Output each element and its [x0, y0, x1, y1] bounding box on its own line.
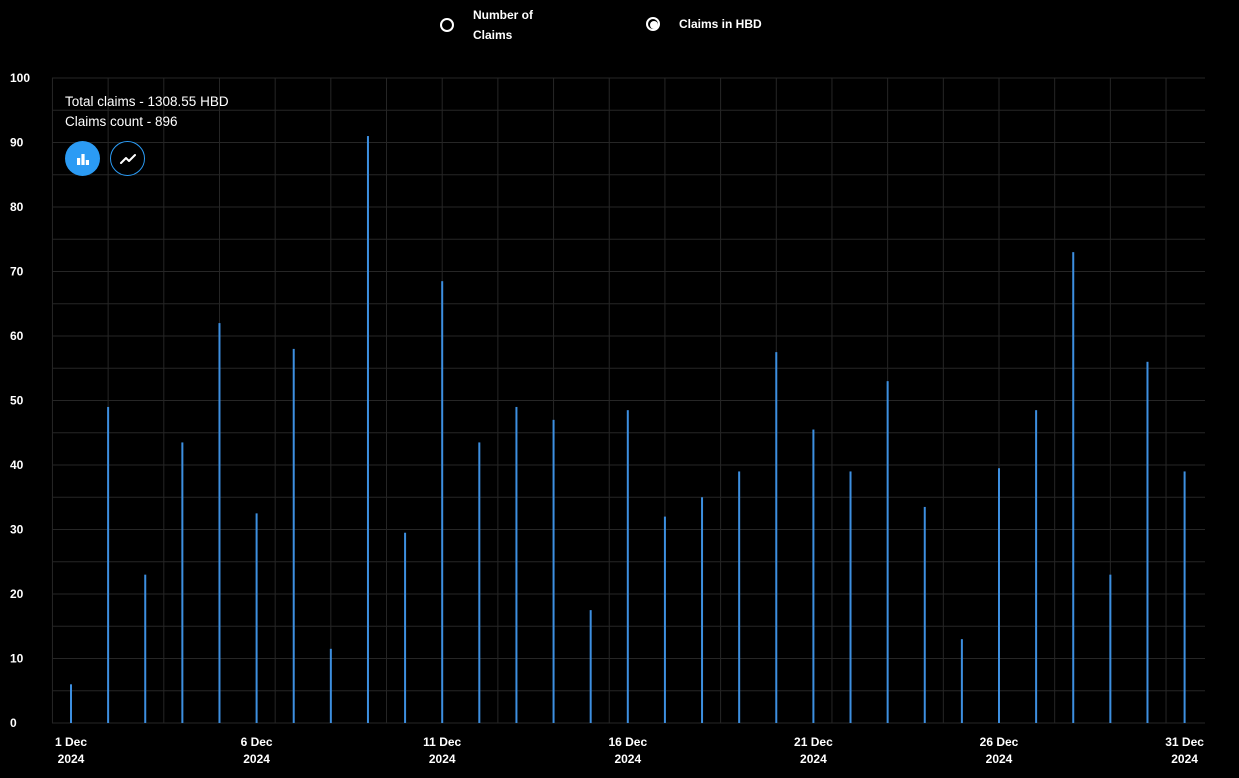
bar-2024-12-30[interactable]	[1146, 361, 1149, 723]
x-tick-label: 1 Dec	[55, 735, 87, 749]
x-tick-year-label: 2024	[243, 752, 270, 766]
bar-2024-12-27[interactable]	[1035, 410, 1038, 723]
bar-2024-12-31[interactable]	[1183, 471, 1186, 723]
x-tick-label: 16 Dec	[608, 735, 647, 749]
x-tick-year-label: 2024	[986, 752, 1013, 766]
y-tick-label: 0	[10, 716, 17, 730]
y-tick-label: 50	[10, 394, 24, 408]
bar-chart-view-button[interactable]	[65, 141, 100, 176]
bar-2024-12-11[interactable]	[441, 281, 444, 723]
x-tick-year-label: 2024	[614, 752, 641, 766]
bar-2024-12-19[interactable]	[738, 471, 741, 723]
metric-toggle: Number of Claims Claims in HBD	[0, 0, 1239, 50]
number-of-claims-radio[interactable]	[440, 18, 454, 32]
bar-2024-12-18[interactable]	[701, 497, 704, 723]
number-of-claims-option[interactable]: Number of Claims	[440, 5, 553, 45]
bar-2024-12-24[interactable]	[923, 506, 926, 723]
bar-2024-12-28[interactable]	[1072, 252, 1075, 723]
bar-2024-12-21[interactable]	[812, 429, 815, 723]
bar-2024-12-12[interactable]	[478, 442, 481, 723]
bar-2024-12-06[interactable]	[255, 513, 258, 723]
bar-2024-12-16[interactable]	[626, 410, 629, 723]
y-tick-label: 30	[10, 523, 24, 537]
line-chart-view-button[interactable]	[110, 141, 145, 176]
x-tick-label: 31 Dec	[1165, 735, 1204, 749]
chart-bars	[70, 136, 1186, 724]
x-tick-year-label: 2024	[800, 752, 827, 766]
bar-2024-12-17[interactable]	[663, 516, 666, 723]
bar-2024-12-20[interactable]	[775, 352, 778, 723]
claims-in-hbd-radio[interactable]	[646, 17, 660, 31]
summary-box: Total claims - 1308.55 HBD Claims count …	[65, 92, 229, 132]
x-tick-year-label: 2024	[1171, 752, 1198, 766]
bar-2024-12-15[interactable]	[589, 610, 592, 723]
bar-2024-12-14[interactable]	[552, 419, 555, 723]
bar-2024-12-07[interactable]	[292, 348, 295, 723]
total-claims-text: Total claims - 1308.55 HBD	[65, 94, 229, 109]
number-of-claims-label: Number of Claims	[473, 8, 533, 42]
x-axis-ticks: 1 Dec 2024 6 Dec 2024 11 Dec 2024 16 Dec 2024 21…	[55, 735, 1204, 766]
bar-2024-12-23[interactable]	[886, 381, 889, 723]
bar-2024-12-26[interactable]	[998, 468, 1000, 723]
bar-2024-12-04[interactable]	[181, 442, 184, 723]
bar-2024-12-10[interactable]	[404, 532, 407, 723]
bar-2024-12-02[interactable]	[107, 406, 110, 723]
x-tick-label: 6 Dec	[241, 735, 273, 749]
bar-2024-12-08[interactable]	[329, 648, 332, 723]
bar-2024-12-03[interactable]	[144, 574, 147, 723]
bar-2024-12-29[interactable]	[1109, 574, 1112, 723]
x-tick-label: 11 Dec	[423, 735, 461, 749]
y-tick-label: 10	[10, 652, 24, 666]
y-tick-label: 80	[10, 200, 24, 214]
bar-2024-12-01[interactable]	[70, 684, 72, 723]
chart-view-buttons	[65, 141, 145, 176]
bar-2024-12-22[interactable]	[849, 471, 852, 723]
y-tick-label: 60	[10, 329, 24, 343]
y-tick-label: 100	[10, 71, 30, 85]
claims-count-text: Claims count - 896	[65, 114, 178, 129]
bar-2024-12-25[interactable]	[960, 639, 963, 723]
bar-2024-12-09[interactable]	[366, 136, 369, 724]
y-tick-label: 90	[10, 136, 24, 150]
claims-in-hbd-option[interactable]: Claims in HBD	[646, 14, 762, 34]
x-tick-year-label: 2024	[58, 752, 85, 766]
bar-2024-12-13[interactable]	[515, 406, 518, 723]
line-chart-icon	[119, 153, 136, 164]
bar-chart-icon	[76, 153, 89, 165]
x-tick-label: 26 Dec	[980, 735, 1019, 749]
y-tick-label: 40	[10, 458, 24, 472]
y-tick-label: 20	[10, 587, 24, 601]
y-tick-label: 70	[10, 265, 24, 279]
y-axis-ticks: 0 10 20 30 40 50 60 70 80 90 100	[10, 71, 30, 730]
x-tick-label: 21 Dec	[794, 735, 833, 749]
bar-2024-12-05[interactable]	[218, 323, 221, 723]
x-tick-year-label: 2024	[429, 752, 456, 766]
claims-in-hbd-label: Claims in HBD	[679, 17, 762, 31]
